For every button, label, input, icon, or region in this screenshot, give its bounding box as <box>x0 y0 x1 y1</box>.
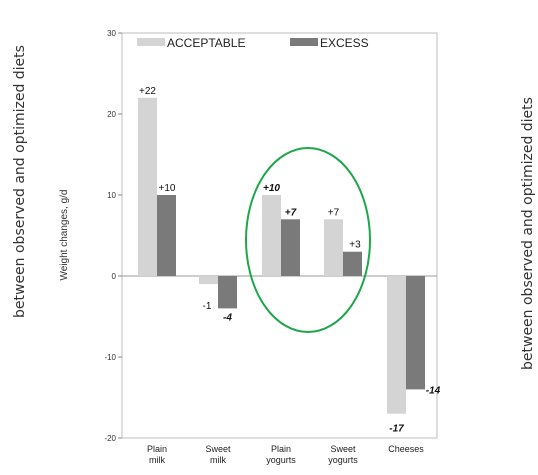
y-tick-label: 0 <box>112 272 117 281</box>
category-labels: PlainmilkSweetmilkPlainyogurtsSweetyogur… <box>147 444 424 465</box>
value-label-acceptable: +7 <box>328 207 340 218</box>
legend-label-acceptable: ACCEPTABLE <box>167 36 245 50</box>
category-label: Cheeses <box>388 444 424 454</box>
y-tick-label: -10 <box>104 353 116 362</box>
category-label: yogurts <box>266 455 296 465</box>
category-label: yogurts <box>328 455 358 465</box>
y-tick-label: -20 <box>104 434 116 443</box>
legend-swatch-acceptable <box>137 38 165 46</box>
bar-acceptable <box>262 195 281 276</box>
y-tick-label: 10 <box>107 191 116 200</box>
value-label-acceptable: -17 <box>389 424 404 435</box>
value-labels: +22 +10 -1 -4 +10 +7 +7 +3 -17 -14 <box>139 86 441 435</box>
value-label-acceptable: +10 <box>263 183 280 194</box>
bar-excess <box>157 195 176 276</box>
bar-excess <box>281 219 300 276</box>
y-axis-label: Weight changes, g/d <box>59 190 70 281</box>
plot-frame <box>121 32 438 439</box>
highlight-ellipse <box>245 147 371 333</box>
value-label-acceptable: -1 <box>203 301 212 312</box>
value-label-excess: -14 <box>426 385 441 396</box>
y-tick-label: 20 <box>107 110 116 119</box>
bar-acceptable <box>387 276 406 414</box>
y-tick-label: 30 <box>107 29 116 38</box>
bar-excess <box>343 251 362 276</box>
bar-excess <box>406 276 425 390</box>
value-label-acceptable: +22 <box>139 86 156 97</box>
value-label-excess: +7 <box>285 207 297 218</box>
value-label-excess: +3 <box>349 240 361 251</box>
bar-acceptable <box>199 276 218 285</box>
y-axis-ticks: 30 20 10 0 -10 -20 <box>104 29 122 443</box>
category-label: milk <box>210 455 226 465</box>
legend-swatch-excess <box>290 38 318 46</box>
category-label: Sweet <box>205 444 231 454</box>
legend: ACCEPTABLE EXCESS <box>137 36 369 50</box>
category-label: Plain <box>147 444 167 454</box>
value-label-excess: +10 <box>159 183 176 194</box>
bar-excess <box>218 276 237 309</box>
legend-label-excess: EXCESS <box>320 36 369 50</box>
bar-acceptable <box>138 97 157 276</box>
bar-acceptable <box>324 219 343 276</box>
category-label: Sweet <box>330 444 356 454</box>
value-label-excess: -4 <box>223 312 232 323</box>
bars <box>138 97 425 414</box>
category-label: Plain <box>271 444 291 454</box>
category-label: milk <box>149 455 165 465</box>
